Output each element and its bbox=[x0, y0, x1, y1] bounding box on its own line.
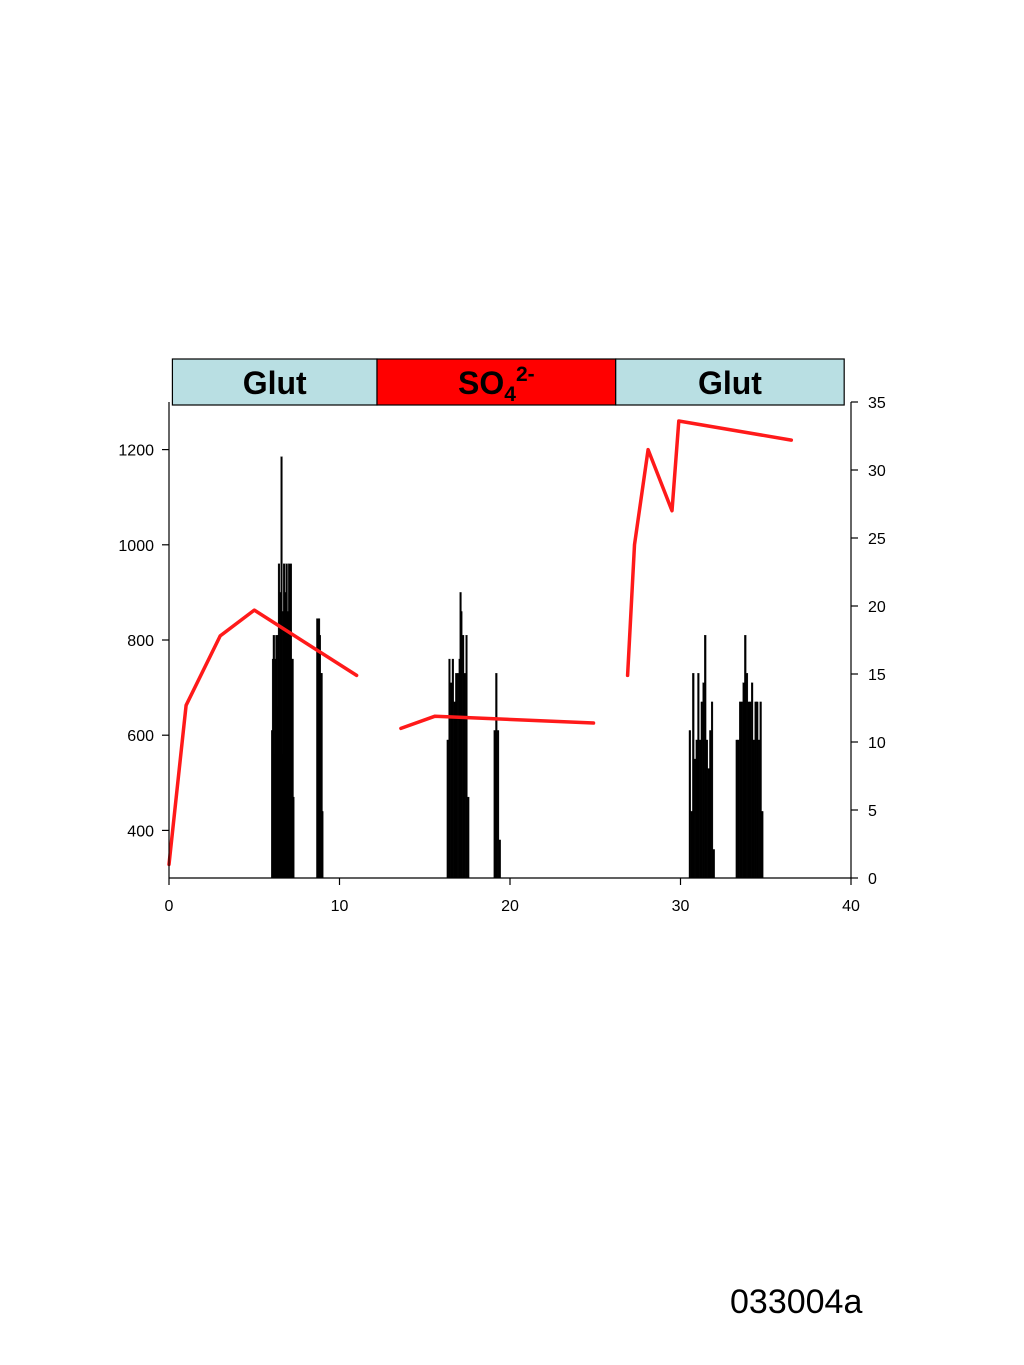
bar bbox=[446, 739, 449, 879]
y-left-tick-label: 800 bbox=[127, 633, 154, 650]
line-series bbox=[625, 419, 794, 678]
y-right-tick-label: 15 bbox=[868, 667, 886, 684]
x-tick-label: 10 bbox=[331, 898, 349, 915]
bar bbox=[688, 730, 691, 879]
bar bbox=[761, 811, 764, 879]
bar bbox=[757, 739, 760, 879]
bar bbox=[737, 739, 740, 879]
bar bbox=[700, 701, 703, 879]
bar bbox=[455, 673, 458, 879]
y-right-tick-label: 20 bbox=[868, 599, 886, 616]
bar bbox=[704, 635, 707, 879]
bar bbox=[692, 673, 695, 879]
condition-segment bbox=[171, 358, 378, 406]
x-tick-label: 20 bbox=[501, 898, 519, 915]
bar bbox=[321, 811, 324, 879]
bar bbox=[754, 701, 757, 879]
line-series bbox=[399, 714, 596, 731]
bar bbox=[702, 682, 705, 879]
axes: 0 10 20 30 40 400 600 800 1000 1200 0 5 10 15 20 25 30 35 bbox=[118, 395, 885, 915]
x-tick-label: 30 bbox=[672, 898, 690, 915]
bar bbox=[497, 730, 500, 879]
bar bbox=[756, 701, 759, 879]
y-right-tick-label: 35 bbox=[868, 395, 886, 412]
bar bbox=[699, 739, 702, 879]
bar bbox=[467, 796, 470, 879]
y-right-tick-label: 10 bbox=[868, 735, 886, 752]
y-left-tick-label: 400 bbox=[127, 823, 154, 840]
figure-id: 033004a bbox=[730, 1283, 863, 1321]
condition-label: Glut bbox=[698, 365, 762, 401]
bar bbox=[735, 739, 738, 879]
bar bbox=[697, 673, 700, 879]
bar bbox=[495, 673, 498, 879]
bar bbox=[759, 701, 762, 879]
bar bbox=[747, 701, 750, 879]
line-series bbox=[167, 608, 359, 867]
y-left-tick-label: 600 bbox=[127, 728, 154, 745]
bar bbox=[740, 701, 743, 879]
bar bbox=[448, 658, 451, 879]
bar bbox=[710, 701, 714, 879]
condition-label: Glut bbox=[243, 365, 307, 401]
bar bbox=[745, 673, 749, 879]
bar bbox=[463, 673, 466, 879]
bar bbox=[292, 796, 295, 879]
bar bbox=[453, 701, 456, 879]
chart: Glut SO42- Glut 0 10 20 30 40 400 600 800 1000 1200… bbox=[118, 358, 886, 915]
condition-label: SO42- bbox=[458, 363, 535, 406]
y-right-tick-label: 30 bbox=[868, 463, 886, 480]
y-right-tick-label: 25 bbox=[868, 531, 886, 548]
bar bbox=[465, 635, 468, 879]
bar bbox=[705, 739, 708, 879]
bar bbox=[739, 701, 742, 879]
bar bbox=[752, 739, 755, 879]
bar bbox=[693, 758, 697, 879]
bar bbox=[707, 768, 710, 879]
y-left-tick-label: 1200 bbox=[118, 443, 154, 460]
bar bbox=[709, 730, 712, 879]
bar bbox=[749, 701, 752, 879]
bar bbox=[450, 682, 453, 879]
y-right-tick-label: 0 bbox=[868, 871, 877, 888]
y-left-tick-label: 1000 bbox=[118, 538, 154, 555]
x-tick-label: 0 bbox=[165, 898, 174, 915]
bar bbox=[456, 673, 460, 879]
line-series-group bbox=[167, 419, 794, 867]
bar bbox=[460, 611, 463, 879]
condition-bar: Glut SO42- Glut bbox=[171, 358, 845, 406]
bar bbox=[742, 682, 745, 879]
bar bbox=[751, 682, 754, 879]
bar bbox=[744, 635, 747, 879]
y-right-tick-label: 5 bbox=[868, 803, 877, 820]
bar bbox=[462, 635, 465, 879]
condition-segment bbox=[376, 358, 617, 406]
bar bbox=[451, 658, 454, 879]
bar bbox=[695, 739, 698, 879]
bar bbox=[498, 839, 501, 879]
condition-segment bbox=[615, 358, 845, 406]
bar bbox=[690, 811, 693, 879]
bar bbox=[493, 730, 496, 879]
x-tick-label: 40 bbox=[842, 898, 860, 915]
bar bbox=[712, 849, 715, 879]
